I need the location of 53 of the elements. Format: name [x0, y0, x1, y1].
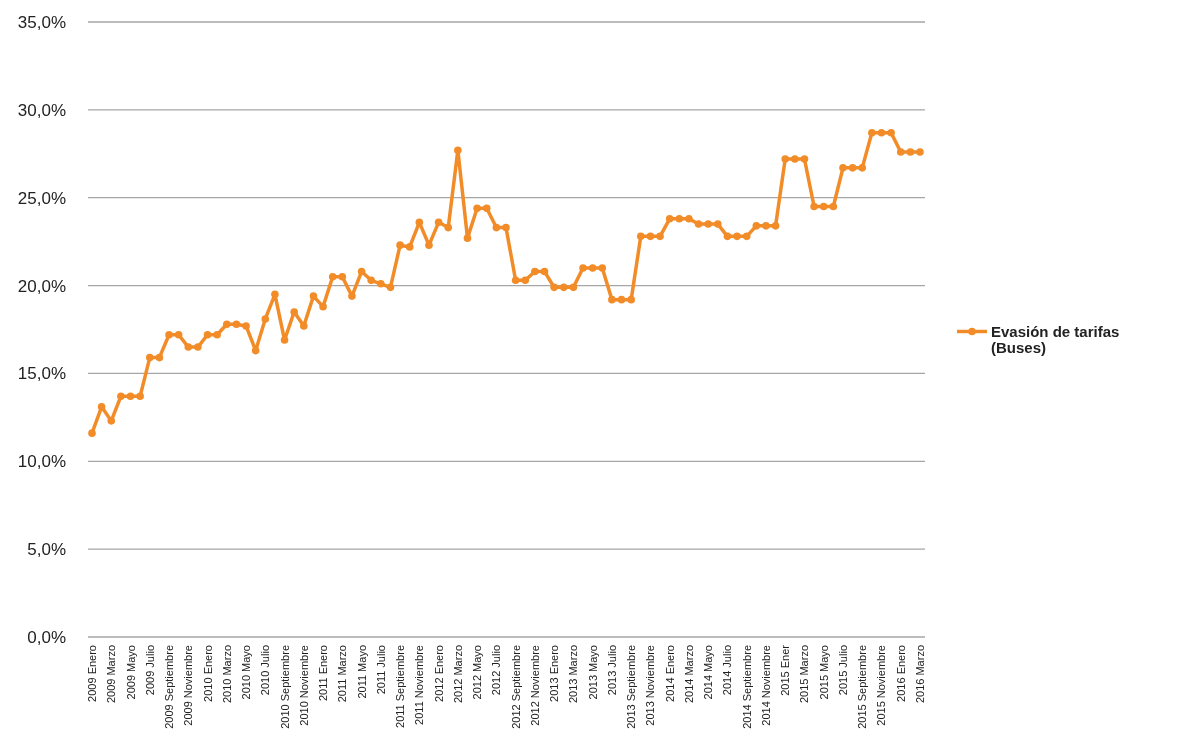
x-tick-label: 2015 Septiembre: [856, 645, 869, 729]
x-tick-label: 2015 Noviembre: [875, 645, 888, 726]
y-tick-label: 30,0%: [17, 100, 66, 120]
x-tick-label: 2016 Enero: [894, 645, 907, 702]
y-tick-label: 5,0%: [27, 540, 66, 560]
x-tick-label: 2010 Julio: [259, 645, 272, 696]
x-tick-label: 2009 Septiembre: [163, 645, 176, 729]
y-tick-label: 0,0%: [27, 627, 66, 647]
x-tick-label: 2012 Noviembre: [528, 645, 541, 726]
x-tick-label: 2011 Enero: [317, 645, 330, 702]
x-tick-label: 2014 Marzo: [682, 645, 695, 704]
x-tick-label: 2012 Julio: [490, 645, 503, 696]
x-tick-label: 2014 Mayo: [702, 645, 715, 700]
x-tick-label: 2010 Marzo: [220, 645, 233, 704]
x-tick-label: 2010 Septiembre: [278, 645, 291, 729]
x-tick-label: 2013 Julio: [605, 645, 618, 696]
x-tick-label: 2015 Julio: [836, 645, 849, 696]
x-tick-label: 2013 Noviembre: [644, 645, 657, 726]
x-tick-label: 2013 Mayo: [586, 645, 599, 700]
x-tick-label: 2011 Mayo: [355, 645, 368, 699]
x-tick-label: 2010 Noviembre: [297, 645, 310, 726]
y-tick-label: 20,0%: [17, 276, 66, 296]
y-tick-label: 15,0%: [17, 364, 66, 384]
x-tick-label: 2010 Mayo: [240, 645, 253, 700]
x-tick-label: 2009 Julio: [143, 645, 156, 696]
x-tick-label: 2011 Marzo: [336, 645, 349, 703]
x-tick-label: 2010 Enero: [201, 645, 214, 702]
x-tick-label: 2012 Marzo: [451, 645, 464, 704]
x-tick-label: 2011 Septiembre: [394, 645, 407, 728]
x-tick-label: 2015 Mayo: [817, 645, 830, 700]
x-tick-label: 2013 Enero: [548, 645, 561, 702]
x-tick-label: 2012 Mayo: [471, 645, 484, 700]
x-tick-label: 2012 Enero: [432, 645, 445, 702]
x-tick-label: 2014 Septiembre: [740, 645, 753, 729]
x-tick-label: 2009 Mayo: [124, 645, 137, 700]
x-tick-label: 2014 Noviembre: [759, 645, 772, 726]
x-tick-label: 2011 Noviembre: [413, 645, 426, 725]
y-tick-label: 35,0%: [17, 12, 66, 32]
legend-label: Evasión de tarifas (Buses): [991, 322, 1120, 356]
x-tick-label: 2009 Marzo: [105, 645, 118, 704]
x-tick-label: 2014 Julio: [721, 645, 734, 696]
x-tick-label: 2015 Ener: [779, 644, 792, 696]
x-tick-label: 2014 Enero: [663, 645, 676, 702]
x-tick-label: 2011 Julio: [374, 645, 387, 695]
y-tick-label: 10,0%: [17, 452, 66, 472]
x-tick-label: 2013 Septiembre: [625, 645, 638, 729]
x-tick-label: 2012 Septiembre: [509, 645, 522, 729]
x-tick-label: 2013 Marzo: [567, 645, 580, 704]
x-tick-label: 2015 Marzo: [798, 645, 811, 704]
y-tick-label: 25,0%: [17, 188, 66, 208]
x-tick-label: 2009 Noviembre: [182, 645, 195, 726]
x-tick-label: 2016 Marzo: [914, 645, 926, 704]
x-tick-label: 2009 Enero: [86, 645, 98, 702]
